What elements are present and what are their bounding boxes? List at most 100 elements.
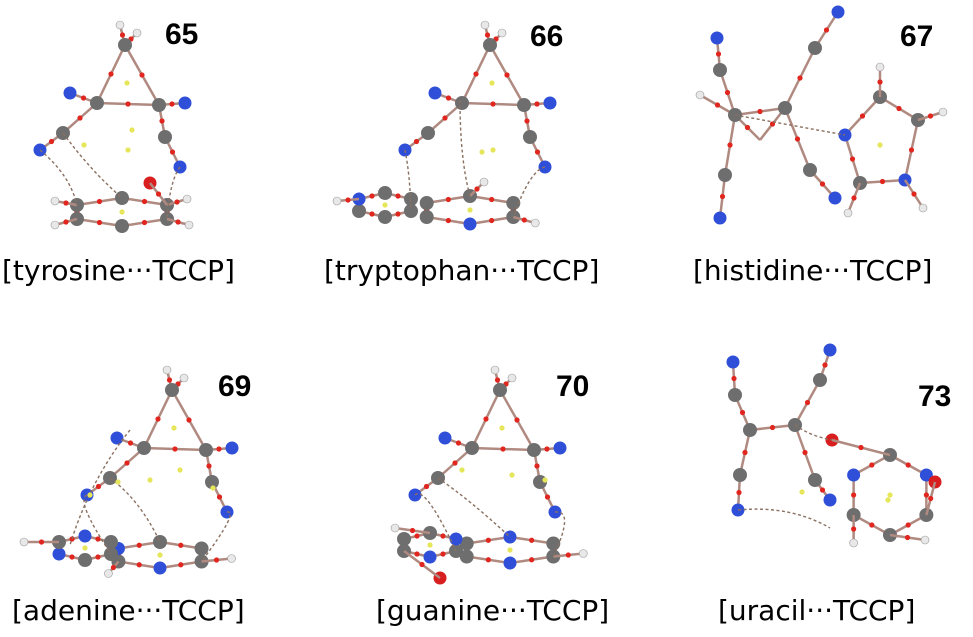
carbon-atom [115, 191, 129, 205]
carbon-atom [483, 38, 497, 52]
bond-critical-point [742, 449, 748, 456]
bond-critical-point [186, 417, 192, 423]
ring-critical-point [489, 80, 495, 86]
ring-critical-point [467, 207, 473, 213]
caption-guanine-tccp: [guanine···TCCP] [376, 594, 610, 627]
interaction-path [39, 149, 78, 206]
hydrogen-atom [843, 208, 853, 218]
hydrogen-atom [162, 365, 172, 375]
ring-critical-point [877, 142, 883, 148]
ring-critical-point [129, 127, 135, 133]
bond-critical-point [719, 193, 726, 200]
nitrogen-atom [225, 441, 239, 455]
bond-critical-point [414, 551, 420, 557]
bond-critical-point [77, 115, 83, 121]
hydrogen-atom [179, 373, 189, 383]
ring-critical-point [887, 492, 893, 498]
bond-critical-point [736, 489, 742, 496]
bond-critical-point [63, 219, 69, 225]
bond-critical-point [445, 217, 451, 224]
interaction-path [459, 99, 471, 197]
bond-critical-point [819, 181, 826, 187]
carbon-atom [115, 219, 129, 233]
ring-critical-point [499, 425, 505, 431]
bond-critical-point [440, 533, 446, 539]
bond-critical-point [823, 27, 830, 33]
hydrogen-atom [479, 177, 489, 187]
nitrogen-atom [831, 5, 845, 19]
nitrogen-atom [423, 550, 437, 564]
bond-critical-point [804, 399, 811, 406]
bond-critical-point [216, 494, 223, 500]
ring-critical-point [124, 80, 130, 86]
bond-critical-point [928, 495, 934, 502]
nitrogen-atom [438, 431, 452, 445]
caption-tyrosine-tccp: [tyrosine···TCCP] [2, 254, 235, 287]
interaction-path [83, 494, 112, 555]
hydrogen-atom [104, 569, 113, 578]
carbon-atom [165, 383, 179, 397]
bond-critical-point [500, 446, 506, 452]
interaction-path [737, 508, 831, 529]
ring-critical-point [542, 477, 548, 483]
bond-critical-point [802, 449, 808, 456]
bond-critical-point [409, 527, 416, 534]
structure-number-73: 73 [918, 380, 952, 413]
nitrogen-atom [828, 191, 842, 205]
bond-critical-point [724, 89, 731, 96]
carbon-atom [153, 535, 167, 549]
ring-critical-point [507, 547, 513, 553]
interaction-path [552, 511, 566, 557]
hydrogen-atom [390, 523, 400, 533]
bond-critical-point [136, 562, 142, 568]
bond-critical-point [869, 462, 875, 468]
nitrogen-atom [823, 343, 837, 357]
bond-critical-point [69, 536, 75, 542]
bond-critical-point [927, 113, 934, 119]
bond-critical-point [413, 138, 420, 145]
bond-critical-point [63, 200, 69, 206]
nitrogen-atom [710, 31, 724, 45]
nitrogen-atom [449, 532, 463, 546]
ring-critical-point [171, 425, 177, 431]
carbon-atom [546, 536, 561, 551]
ring-critical-point [210, 485, 216, 491]
bond-critical-point [739, 409, 746, 416]
nitrogen-atom [919, 468, 933, 482]
hydrogen-atom [182, 194, 192, 204]
structure-number-66: 66 [530, 20, 564, 53]
bond-critical-point [38, 539, 45, 545]
bond-critical-point [125, 101, 131, 107]
interaction-path [62, 132, 123, 199]
hydrogen-atom [695, 90, 705, 100]
nitrogen-atom [553, 441, 567, 455]
bond-critical-point [819, 487, 826, 493]
carbon-atom [813, 373, 827, 387]
bond-critical-point [108, 71, 114, 77]
ring-critical-point [459, 467, 465, 473]
carbon-atom [78, 553, 92, 567]
hydrogen-atom [920, 535, 930, 545]
bond-critical-point [490, 101, 496, 107]
hydrogen-atom [227, 554, 236, 563]
bond-critical-point [521, 217, 527, 223]
carbon-atom [803, 163, 817, 177]
bond-critical-point [483, 416, 489, 422]
bond-critical-point [908, 147, 915, 153]
ring-critical-point [81, 142, 87, 148]
ring-critical-point [125, 147, 131, 153]
bond-critical-point [565, 552, 571, 558]
bond-critical-point [452, 460, 458, 466]
bond-critical-point [172, 446, 178, 452]
bond-critical-point [423, 483, 430, 490]
structure-number-69: 69 [218, 370, 252, 403]
carbon-atom [152, 98, 166, 112]
ring-critical-point [82, 545, 88, 551]
bond-critical-point [175, 219, 181, 225]
ring-critical-point [479, 149, 485, 155]
interaction-path [201, 511, 231, 562]
nitrogen-atom [823, 493, 837, 507]
interaction-path [404, 149, 412, 212]
ring-critical-point [799, 489, 805, 495]
